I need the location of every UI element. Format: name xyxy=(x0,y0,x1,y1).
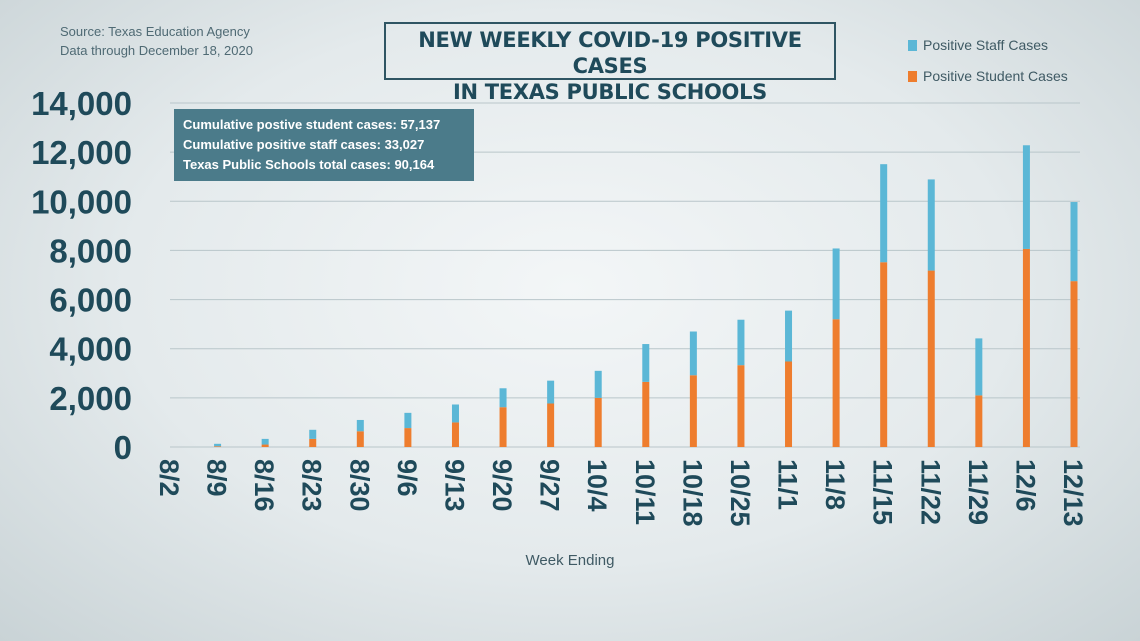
x-tick-label: 9/6 xyxy=(392,459,422,497)
legend-label-staff: Positive Staff Cases xyxy=(923,37,1049,53)
x-tick-label: 12/13 xyxy=(1058,459,1088,527)
bar-staff xyxy=(737,319,745,366)
chart-title: NEW WEEKLY COVID-19 POSITIVE CASES IN TE… xyxy=(384,22,836,104)
bar-staff xyxy=(1070,202,1078,282)
x-tick-label: 12/6 xyxy=(1010,459,1040,512)
chart-title-line-2: IN TEXAS PUBLIC SCHOOLS xyxy=(452,80,768,104)
cumulative-callout: Cumulative postive student cases: 57,137… xyxy=(174,109,474,181)
bar-student xyxy=(689,375,697,447)
legend-label-student: Positive Student Cases xyxy=(923,68,1068,84)
bar-staff xyxy=(547,380,555,404)
x-tick-label: 10/25 xyxy=(725,459,755,527)
bar-student xyxy=(594,397,602,447)
bar-student xyxy=(499,407,507,447)
y-tick-label: 8,000 xyxy=(49,232,132,269)
bar-staff xyxy=(356,419,364,432)
x-tick-label: 9/20 xyxy=(487,459,517,512)
x-tick-label: 9/27 xyxy=(535,459,565,512)
source-line: Source: Texas Education Agency xyxy=(60,24,250,39)
legend-swatch-staff xyxy=(908,39,917,51)
bar-staff xyxy=(309,429,317,439)
bar-staff xyxy=(214,443,222,447)
x-tick-label: 11/1 xyxy=(773,459,803,510)
y-tick-label: 12,000 xyxy=(31,134,132,171)
bar-staff xyxy=(1022,145,1030,249)
callout-student-total: Cumulative postive student cases: 57,137 xyxy=(183,117,441,132)
bar-staff xyxy=(975,338,983,396)
bar-student xyxy=(927,270,935,447)
legend-item-staff: Positive Staff Cases xyxy=(908,35,1068,55)
legend-item-student: Positive Student Cases xyxy=(908,66,1068,86)
x-tick-label: 11/8 xyxy=(820,459,850,510)
y-tick-label: 6,000 xyxy=(49,282,132,319)
x-tick-label: 10/18 xyxy=(677,459,707,527)
x-tick-label: 8/2 xyxy=(154,459,184,497)
callout-grand-total: Texas Public Schools total cases: 90,164 xyxy=(183,157,435,172)
bar-staff xyxy=(880,164,888,263)
bar-student xyxy=(880,262,888,447)
x-tick-label: 8/9 xyxy=(202,459,232,497)
x-tick-label: 9/13 xyxy=(439,459,469,512)
y-tick-label: 2,000 xyxy=(49,380,132,417)
x-tick-label: 11/29 xyxy=(963,459,993,525)
x-tick-label: 10/11 xyxy=(630,459,660,525)
bar-staff xyxy=(832,248,840,320)
legend: Positive Staff Cases Positive Student Ca… xyxy=(908,35,1068,97)
bar-staff xyxy=(594,370,602,398)
y-tick-label: 10,000 xyxy=(31,183,132,220)
source-note: Source: Texas Education Agency Data thro… xyxy=(60,22,253,60)
bar-staff xyxy=(689,331,697,376)
bar-staff xyxy=(785,310,793,362)
bar-student xyxy=(404,428,412,447)
bar-student xyxy=(785,361,793,447)
bar-staff xyxy=(499,388,507,408)
bar-staff xyxy=(261,438,269,445)
legend-swatch-student xyxy=(908,70,917,82)
bar-student xyxy=(832,319,840,447)
x-tick-label: 11/22 xyxy=(915,459,945,525)
bar-student xyxy=(975,395,983,447)
bar-staff xyxy=(451,404,459,423)
x-tick-label: 8/16 xyxy=(249,459,279,512)
bar-student xyxy=(309,438,317,447)
bar-staff xyxy=(927,179,935,271)
bar-student xyxy=(261,444,269,447)
y-tick-label: 0 xyxy=(114,429,132,466)
bar-student xyxy=(547,403,555,447)
x-tick-label: 8/23 xyxy=(297,459,327,512)
chart-title-line-1: NEW WEEKLY COVID-19 POSITIVE CASES xyxy=(418,28,802,78)
bar-student xyxy=(1022,248,1030,447)
callout-staff-total: Cumulative positive staff cases: 33,027 xyxy=(183,137,425,152)
y-tick-label: 14,000 xyxy=(31,85,132,122)
bar-staff xyxy=(642,344,650,382)
data-through-line: Data through December 18, 2020 xyxy=(60,43,253,58)
x-tick-label: 8/30 xyxy=(344,459,374,512)
x-tick-label: 11/15 xyxy=(868,459,898,525)
bar-staff xyxy=(404,412,412,429)
bar-student xyxy=(642,381,650,447)
bar-student xyxy=(737,365,745,447)
x-tick-label: 10/4 xyxy=(582,459,612,512)
bar-student xyxy=(214,446,222,447)
bar-student xyxy=(1070,281,1078,447)
bar-student xyxy=(451,422,459,447)
y-tick-label: 4,000 xyxy=(49,331,132,368)
x-axis-title: Week Ending xyxy=(525,552,615,569)
bar-student xyxy=(356,431,364,447)
